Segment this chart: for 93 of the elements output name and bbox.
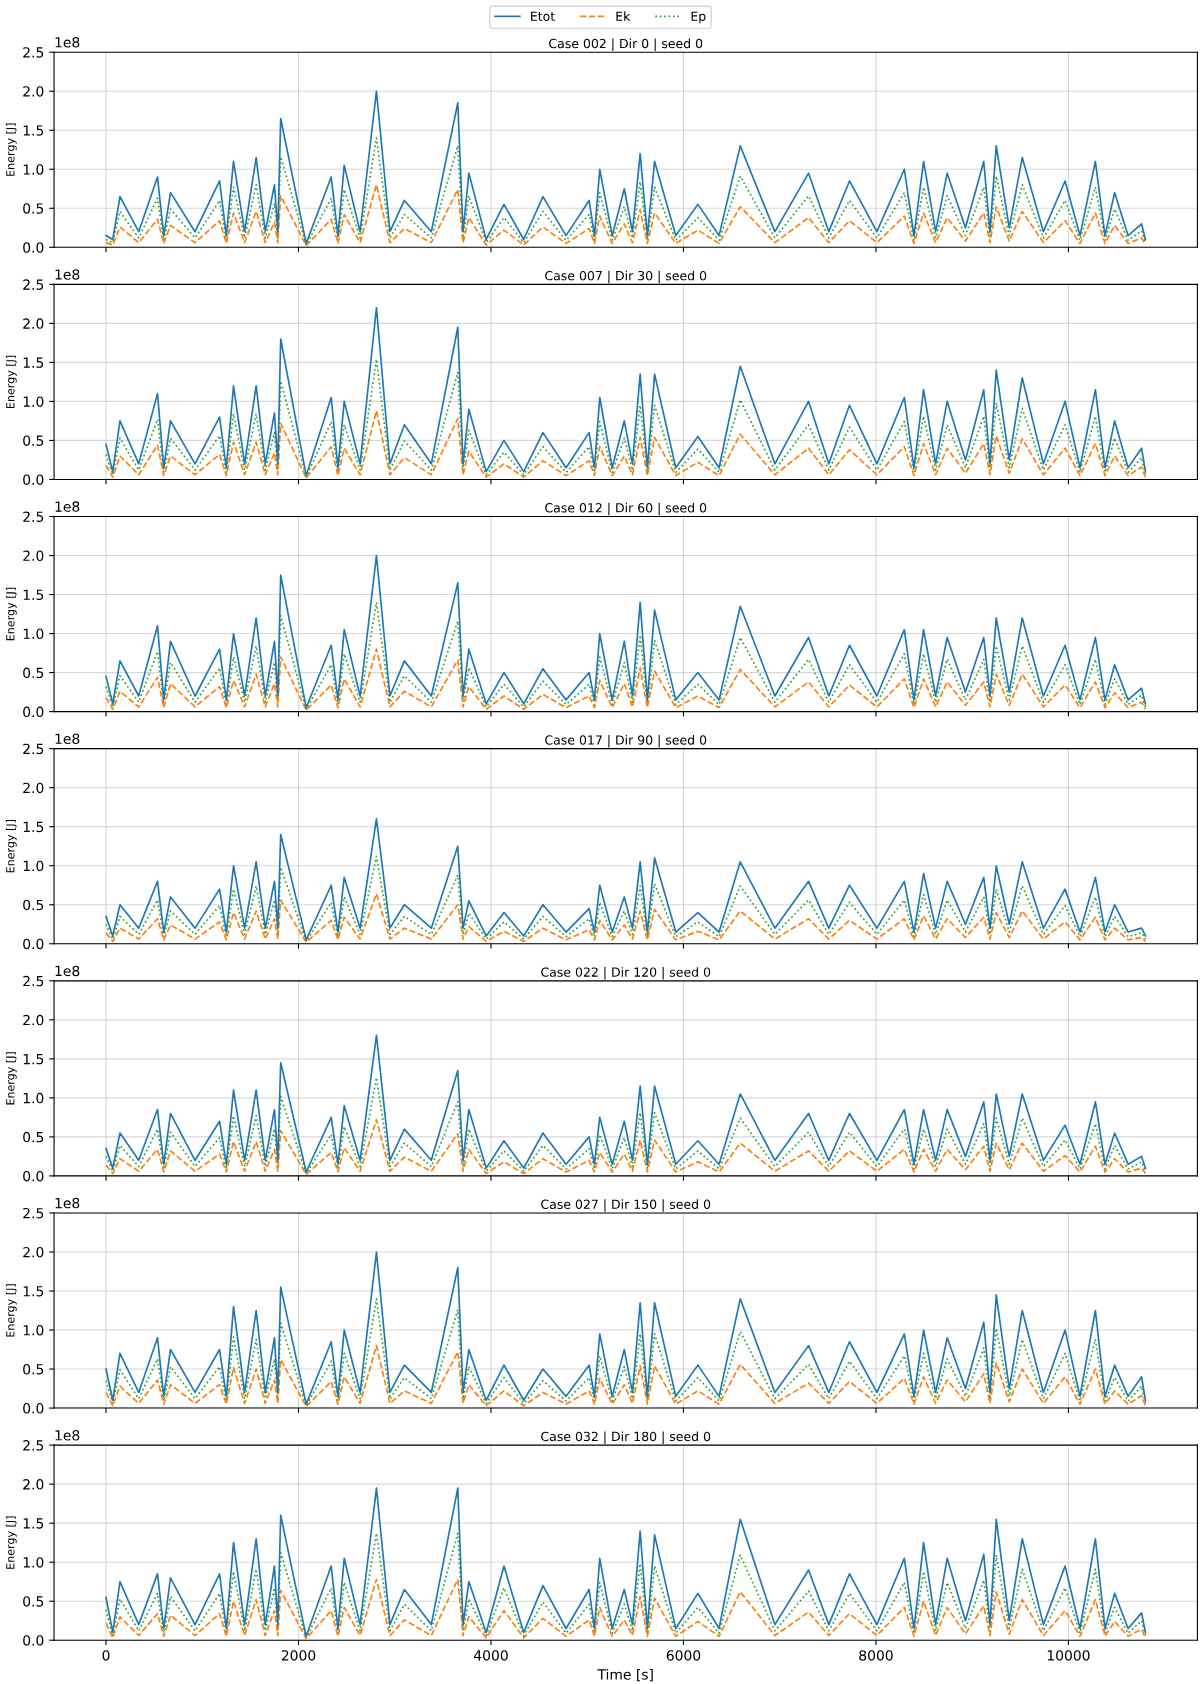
line-series bbox=[105, 1532, 1147, 1639]
line-series bbox=[105, 1251, 1147, 1405]
y-tick-label: 1.5 bbox=[23, 1054, 44, 1065]
y-tick-label: 1.0 bbox=[23, 1325, 44, 1336]
y-tick-label: 2.0 bbox=[23, 86, 44, 97]
y-tick-label: 2.5 bbox=[23, 975, 44, 987]
line-series bbox=[105, 1297, 1147, 1407]
text: 1e8 bbox=[55, 965, 80, 977]
x-tick-label: 6000 bbox=[666, 1650, 701, 1661]
y-axis-title: Energy [J] bbox=[5, 1052, 17, 1105]
y-axis-title: Energy [J] bbox=[5, 587, 17, 641]
legend-label: Ep bbox=[691, 11, 706, 24]
y-tick-label: 0.5 bbox=[23, 899, 44, 911]
text: 1e8 bbox=[55, 269, 80, 280]
line-series bbox=[105, 1118, 1147, 1176]
line-series bbox=[105, 409, 1147, 479]
line-series bbox=[105, 892, 1147, 944]
y-tick-label: 2.5 bbox=[23, 1440, 44, 1451]
y-tick-label: 1.0 bbox=[23, 628, 44, 640]
x-tick-label: 4000 bbox=[473, 1650, 508, 1661]
chart-title: Case 007 | Dir 30 | seed 0 bbox=[545, 270, 707, 284]
text: 1e8 bbox=[55, 37, 80, 48]
y-tick-label: 2.5 bbox=[23, 511, 44, 522]
y-tick-label: 2.0 bbox=[23, 318, 44, 329]
y-axis-title: Energy [J] bbox=[5, 355, 17, 408]
y-tick-label: 2.5 bbox=[23, 279, 44, 290]
y-tick-label: 2.0 bbox=[23, 1479, 44, 1490]
y-tick-label: 0.5 bbox=[23, 1364, 44, 1375]
line-series bbox=[105, 1578, 1147, 1640]
y-tick-label: 2.5 bbox=[23, 1207, 44, 1219]
y-tick-label: 1.0 bbox=[23, 860, 44, 872]
y-tick-label: 1.5 bbox=[23, 125, 44, 136]
y-tick-label: 0.5 bbox=[23, 1131, 44, 1143]
y-tick-label: 1.0 bbox=[23, 1092, 44, 1104]
line-series bbox=[105, 90, 1147, 245]
chart-title: Case 017 | Dir 90 | seed 0 bbox=[545, 734, 707, 748]
line-series bbox=[105, 1076, 1147, 1175]
y-tick-label: 1.0 bbox=[23, 1557, 44, 1568]
text: 1e8 bbox=[55, 1429, 80, 1441]
text: 1e8 bbox=[55, 1197, 80, 1209]
y-axis-title: Energy [J] bbox=[5, 123, 17, 176]
line-series bbox=[105, 358, 1147, 478]
line-series bbox=[105, 306, 1147, 477]
chart-title: Case 012 | Dir 60 | seed 0 bbox=[545, 502, 707, 516]
y-tick-label: 0.0 bbox=[23, 1403, 44, 1414]
line-series bbox=[105, 1487, 1147, 1638]
y-tick-label: 2.0 bbox=[23, 1246, 44, 1258]
y-tick-label: 1.5 bbox=[23, 1286, 44, 1297]
y-tick-label: 2.0 bbox=[23, 782, 44, 794]
line-series bbox=[105, 1344, 1147, 1408]
line-series bbox=[105, 818, 1147, 941]
line-series bbox=[105, 554, 1147, 709]
y-axis-title: Energy [J] bbox=[5, 1284, 17, 1337]
x-tick-label: 10000 bbox=[1047, 1650, 1090, 1661]
legend-label: Etot bbox=[531, 11, 555, 21]
text: 1e8 bbox=[55, 733, 80, 745]
line-series bbox=[105, 1034, 1147, 1173]
x-axis-title: Time [s] bbox=[597, 1668, 653, 1682]
y-tick-label: 0.0 bbox=[23, 938, 44, 950]
y-tick-label: 0.0 bbox=[23, 474, 44, 485]
line-series bbox=[105, 648, 1147, 711]
line-series bbox=[105, 137, 1147, 246]
y-tick-label: 2.5 bbox=[23, 743, 44, 755]
y-tick-label: 1.0 bbox=[23, 396, 44, 407]
legend-label: Ek bbox=[616, 11, 631, 21]
y-axis-title: Energy [J] bbox=[5, 1516, 17, 1569]
chart-title: Case 027 | Dir 150 | seed 0 bbox=[541, 1199, 711, 1212]
y-tick-label: 0.5 bbox=[23, 667, 44, 679]
line-series bbox=[105, 184, 1147, 247]
chart-title: Case 002 | Dir 0 | seed 0 bbox=[549, 38, 703, 51]
text: 1e8 bbox=[55, 501, 80, 512]
chart-title: Case 032 | Dir 180 | seed 0 bbox=[541, 1431, 711, 1444]
x-tick-label: 2000 bbox=[281, 1650, 316, 1661]
y-tick-label: 2.5 bbox=[23, 47, 44, 58]
x-tick-label: 0 bbox=[102, 1650, 110, 1661]
y-tick-label: 0.5 bbox=[23, 1596, 44, 1607]
y-tick-label: 1.5 bbox=[23, 589, 44, 601]
y-tick-label: 2.0 bbox=[23, 550, 44, 561]
y-tick-label: 1.5 bbox=[23, 357, 44, 368]
y-axis-title: Energy [J] bbox=[5, 819, 17, 873]
y-tick-label: 1.5 bbox=[23, 1518, 44, 1529]
line-series bbox=[105, 601, 1147, 711]
y-tick-label: 1.5 bbox=[23, 821, 44, 833]
chart-title: Case 022 | Dir 120 | seed 0 bbox=[541, 967, 711, 980]
y-tick-label: 0.5 bbox=[23, 435, 44, 446]
y-tick-label: 1.0 bbox=[23, 164, 44, 175]
y-tick-label: 0.0 bbox=[23, 242, 44, 253]
y-tick-label: 0.5 bbox=[23, 203, 44, 214]
y-tick-label: 0.0 bbox=[23, 1635, 44, 1646]
y-tick-label: 0.0 bbox=[23, 1170, 44, 1182]
y-tick-label: 2.0 bbox=[23, 1014, 44, 1026]
y-tick-label: 0.0 bbox=[23, 706, 44, 718]
x-tick-label: 8000 bbox=[859, 1650, 893, 1661]
